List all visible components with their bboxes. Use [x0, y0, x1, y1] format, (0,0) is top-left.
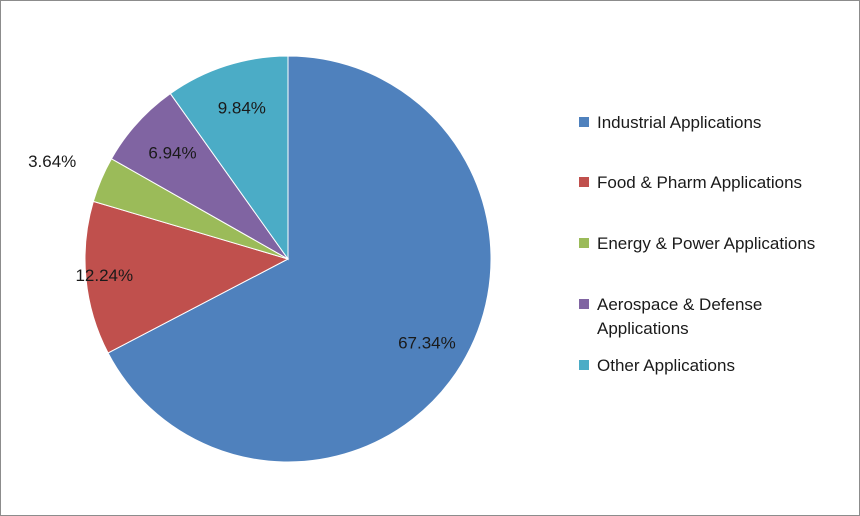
legend-swatch-4	[579, 299, 589, 309]
pie-slice-1	[107, 55, 492, 463]
legend-swatch-2	[579, 177, 589, 187]
legend-item-5: Other Applications	[579, 354, 842, 378]
data-label-5: 9.84%	[218, 99, 266, 118]
legend-item-3: Energy & Power Applications	[579, 232, 842, 256]
data-label-4: 6.94%	[148, 143, 196, 162]
legend-item-4: Aerospace & Defense Applications	[579, 293, 842, 341]
data-label-1: 67.34%	[398, 334, 456, 353]
legend-label-4: Aerospace & Defense Applications	[597, 295, 763, 338]
data-label-3: 3.64%	[28, 152, 76, 171]
legend-label-1: Industrial Applications	[597, 113, 762, 132]
pie-data-labels: 67.34% 12.24% 3.64% 6.94% 9.84%	[28, 99, 456, 353]
legend-label-5: Other Applications	[597, 356, 735, 375]
legend-item-2: Food & Pharm Applications	[579, 171, 842, 195]
pie-slices	[84, 55, 492, 463]
data-label-2: 12.24%	[75, 266, 133, 285]
legend-label-3: Energy & Power Applications	[597, 234, 816, 253]
legend-swatch-1	[579, 117, 589, 127]
legend-label-2: Food & Pharm Applications	[597, 173, 803, 192]
pie-slice-5	[169, 55, 289, 261]
legend-swatch-3	[579, 238, 589, 248]
legend-item-1: Industrial Applications	[579, 111, 842, 135]
legend-swatch-5	[579, 360, 589, 370]
pie-slice-2	[84, 200, 290, 354]
